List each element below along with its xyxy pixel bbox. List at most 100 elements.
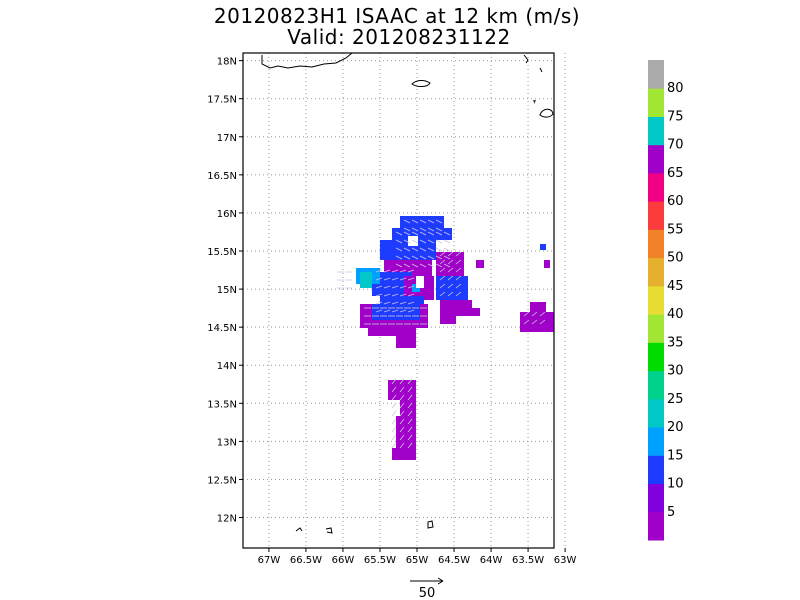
wind-vector <box>419 247 427 252</box>
coastline-island-right-2 <box>539 108 554 118</box>
wind-cell <box>540 244 546 250</box>
wind-vector <box>427 263 435 268</box>
wind-cell <box>440 300 456 324</box>
wind-vector <box>419 255 427 260</box>
wind-cell <box>464 308 480 316</box>
wind-vector <box>391 394 397 401</box>
wind-vector <box>407 293 415 297</box>
colorbar-label: 60 <box>667 194 684 209</box>
colorbar-label: 25 <box>667 392 684 407</box>
wind-vector <box>411 255 419 260</box>
colorbar-cell <box>648 144 664 174</box>
wind-vector <box>523 319 530 325</box>
wind-vector <box>407 442 413 449</box>
wind-vector <box>383 285 391 289</box>
wind-vector <box>427 255 435 260</box>
lat-tick-label: 16.5N <box>207 171 237 182</box>
wind-vector <box>399 293 407 297</box>
wind-vector <box>391 309 399 313</box>
wind-vector <box>455 267 462 273</box>
lon-tick-label: 65W <box>406 555 429 566</box>
wind-vector <box>399 418 405 425</box>
wind-vector <box>395 255 403 260</box>
wind-vector <box>455 259 462 265</box>
wind-vector <box>399 285 407 289</box>
wind-vector <box>419 219 427 224</box>
wind-vector <box>403 239 411 244</box>
wind-cell <box>396 416 416 448</box>
wind-vector <box>407 434 413 441</box>
wind-vector <box>407 301 415 305</box>
wind-vector <box>399 386 405 393</box>
wind-vector <box>411 219 419 224</box>
coastline-small-1 <box>295 527 303 532</box>
wind-vector <box>391 402 397 409</box>
wind-vector <box>391 386 397 393</box>
reference-vector-label: 50 <box>419 586 436 600</box>
wind-vector <box>407 394 413 401</box>
wind-cell <box>396 328 416 348</box>
wind-vector <box>411 227 419 232</box>
coastline-small-2 <box>325 527 333 534</box>
colorbar-label: 80 <box>667 81 684 96</box>
wind-vector <box>427 231 435 236</box>
wind-vector <box>399 402 405 409</box>
chart-title: 20120823H1 ISAAC at 12 km (m/s) <box>213 4 581 28</box>
wind-vector <box>435 247 443 252</box>
colorbar-cell <box>648 342 664 372</box>
wind-vector <box>403 227 411 232</box>
lat-tick-label: 13.5N <box>207 399 237 410</box>
wind-vector <box>399 378 405 385</box>
wind-vector <box>391 434 397 441</box>
wind-vector <box>419 263 427 268</box>
wind-vector <box>447 259 454 265</box>
lon-tick-label: 65.5W <box>364 555 396 566</box>
lon-tick-label: 63W <box>554 555 577 566</box>
wind-vector <box>399 410 405 417</box>
wind-vector <box>383 293 391 297</box>
lon-tick-label: 66W <box>332 555 355 566</box>
wind-cell <box>392 448 416 460</box>
wind-vector <box>403 231 411 236</box>
colorbar-cell <box>648 116 664 146</box>
colorbar-cell <box>648 511 664 541</box>
wind-vector <box>435 263 443 268</box>
wind-vector <box>539 319 546 325</box>
wind-vector <box>391 285 399 289</box>
wind-vector <box>427 219 435 224</box>
wind-cell <box>392 228 452 240</box>
wind-vector <box>391 442 397 449</box>
colorbar-label: 75 <box>667 109 684 124</box>
colorbar-cell <box>648 370 664 400</box>
arrow-right-icon <box>437 577 444 585</box>
lat-tick-label: 14N <box>217 361 237 372</box>
coastline-island-right-1 <box>523 54 529 64</box>
colorbar-label: 35 <box>667 335 684 350</box>
reference-vector: 50 <box>410 577 444 600</box>
wind-vector <box>419 239 427 244</box>
latitude-labels: 18N 17.5N 17N 16.5N 16N 15.5N 15N 14.5N 14N 13.5N… <box>207 57 237 525</box>
colorbar-label: 20 <box>667 420 684 435</box>
wind-vector <box>391 301 399 305</box>
colorbar-label: 65 <box>667 166 684 181</box>
small-markers <box>533 100 536 104</box>
wind-vector <box>407 309 415 313</box>
wind-cell <box>416 276 424 288</box>
lat-tick-label: 17N <box>217 133 237 144</box>
wind-vector <box>403 247 411 252</box>
wind-vector <box>375 309 383 313</box>
wind-vector <box>523 311 530 317</box>
wind-vector <box>407 402 413 409</box>
wind-vector <box>399 394 405 401</box>
wind-vector <box>439 259 446 265</box>
wind-vector <box>435 227 443 232</box>
wind-cell <box>380 296 424 304</box>
wind-vector <box>399 426 405 433</box>
wind-cell <box>408 236 418 246</box>
colorbar-label: 5 <box>667 505 675 520</box>
colorbar-cells <box>648 60 664 541</box>
wind-vector <box>399 442 405 449</box>
coastline-small-4 <box>539 67 543 73</box>
